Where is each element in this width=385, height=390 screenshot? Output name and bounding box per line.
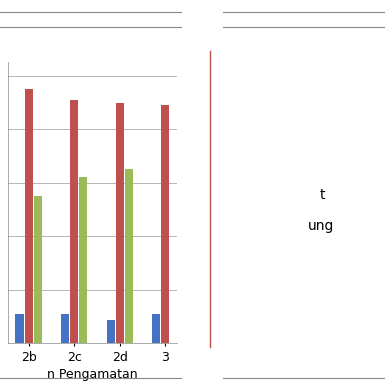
Text: ung: ung (308, 219, 335, 233)
X-axis label: n Pengamatan: n Pengamatan (47, 368, 138, 381)
Text: t: t (320, 188, 325, 202)
Bar (79, 177, 87, 343)
Bar (33, 196, 42, 343)
Bar (152, 314, 160, 343)
Bar (15, 314, 23, 343)
Bar (25, 89, 33, 343)
Bar (116, 103, 124, 343)
Bar (107, 321, 115, 343)
Bar (70, 100, 78, 343)
Bar (61, 314, 69, 343)
Bar (125, 169, 133, 343)
Bar (161, 105, 169, 343)
